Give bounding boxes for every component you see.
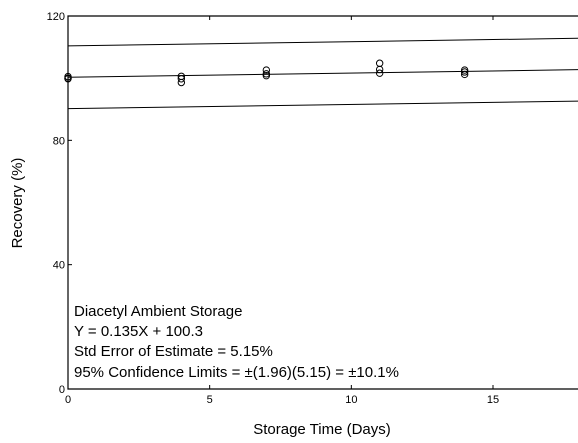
regression-line xyxy=(67,69,578,78)
data-point xyxy=(460,68,469,76)
x-tick-label: 10 xyxy=(345,394,357,406)
data-point xyxy=(262,71,271,80)
x-tick-label: 15 xyxy=(487,394,499,406)
y-tick-label: 120 xyxy=(47,11,65,23)
y-tick-label: 80 xyxy=(53,135,65,147)
data-marks xyxy=(64,37,578,110)
x-tick-label: 5 xyxy=(207,394,213,406)
data-point xyxy=(375,65,384,74)
data-point xyxy=(64,75,72,83)
plot-frame xyxy=(67,15,578,390)
annotation-std-error: Std Error of Estimate = 5.15% xyxy=(74,343,273,360)
annotation-confidence-limits: 95% Confidence Limits = ±(1.96)(5.15) = … xyxy=(74,364,399,381)
data-point xyxy=(177,75,186,83)
upper-confidence-line xyxy=(67,37,578,47)
annotation-box: Diacetyl Ambient Storage Y = 0.135X + 10… xyxy=(74,303,399,381)
annotation-title: Diacetyl Ambient Storage xyxy=(74,303,242,320)
data-point xyxy=(262,66,271,74)
data-point xyxy=(375,59,384,67)
y-axis-title: Recovery (%) xyxy=(9,158,26,249)
x-tick-label: 0 xyxy=(65,394,71,406)
data-point xyxy=(177,72,186,81)
y-tick-label: 40 xyxy=(53,260,65,272)
lower-confidence-line xyxy=(67,100,578,110)
data-point xyxy=(64,72,72,81)
y-tick-label: 0 xyxy=(59,384,65,396)
tick-labels: 0 5 10 15 0 40 80 120 xyxy=(47,11,499,406)
data-point xyxy=(460,66,469,74)
data-point xyxy=(177,78,186,87)
data-point xyxy=(460,70,469,79)
x-axis-title: Storage Time (Days) xyxy=(253,421,391,438)
annotation-equation: Y = 0.135X + 100.3 xyxy=(74,323,203,340)
plot-area xyxy=(67,15,578,390)
data-point xyxy=(262,70,271,78)
data-point xyxy=(375,69,384,77)
